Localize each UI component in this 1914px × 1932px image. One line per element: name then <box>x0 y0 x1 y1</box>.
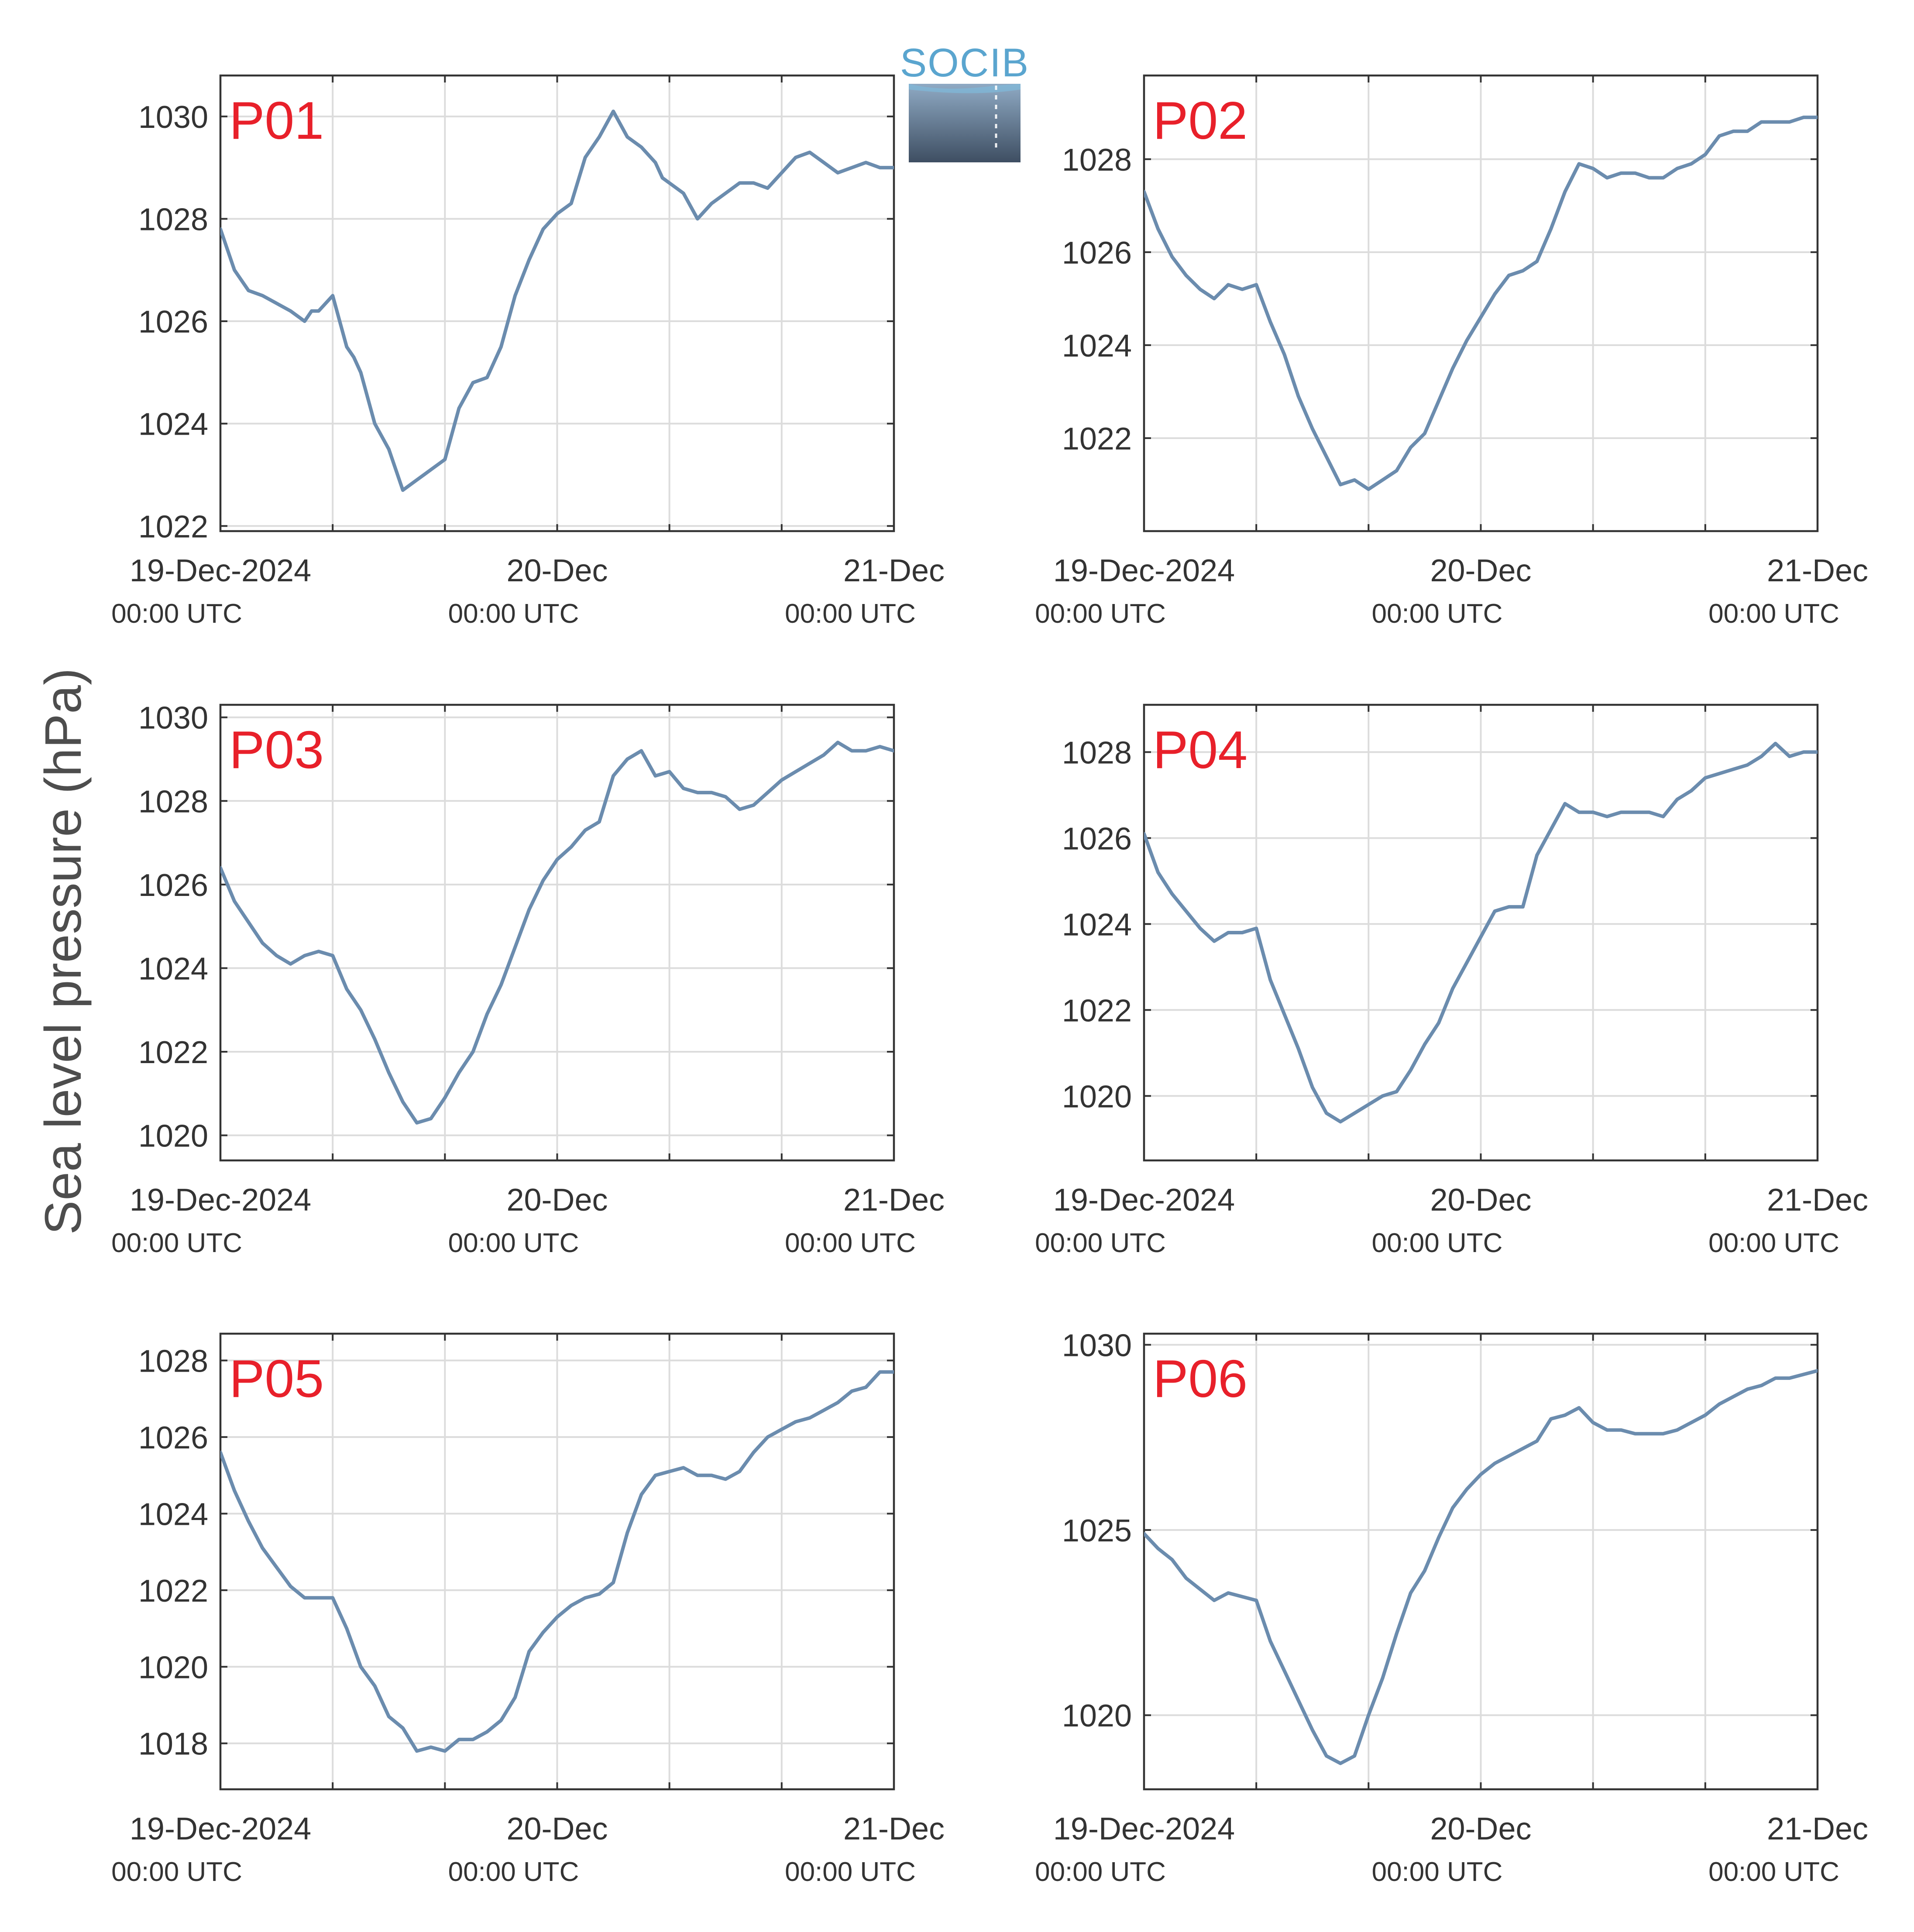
y-tick-label: 1022 <box>138 1574 208 1609</box>
x-tick-date-label: 21-Dec <box>843 553 945 588</box>
x-tick-date-label: 21-Dec <box>1767 1812 1868 1846</box>
series-line <box>1144 741 1818 1124</box>
y-tick-label: 1026 <box>138 868 208 903</box>
y-tick-label: 1020 <box>1062 1079 1132 1114</box>
chart-panel-5: 1018 1020 1022 1024 1026 1028 19-Dec-2024 00:00… <box>111 1332 945 1887</box>
logo-text: SOCIB <box>900 41 1029 85</box>
chart-panel-3: 1020 1022 1024 1026 1028 1030 19-Dec-2024 00:00… <box>111 701 945 1258</box>
x-tick-time-label: 00:00 UTC <box>448 599 579 629</box>
series-line <box>220 110 894 492</box>
x-tick-time-label: 00:00 UTC <box>448 1228 579 1258</box>
logo-wave <box>909 84 1021 93</box>
y-tick-label: 1030 <box>138 701 208 736</box>
y-tick-label: 1028 <box>138 784 208 819</box>
x-tick-date-label: 20-Dec <box>1430 553 1531 588</box>
y-tick-label: 1026 <box>1062 236 1132 271</box>
x-tick-time-label: 00:00 UTC <box>1372 599 1503 629</box>
x-tick-date-label: 20-Dec <box>1430 1812 1531 1846</box>
panel-label: P04 <box>1153 720 1247 779</box>
y-tick-label: 1028 <box>1062 735 1132 770</box>
y-tick-label: 1026 <box>138 305 208 340</box>
x-tick-date-label: 21-Dec <box>1767 553 1868 588</box>
x-tick-time-label: 00:00 UTC <box>1035 1857 1166 1887</box>
y-tick-label: 1022 <box>1062 422 1132 456</box>
panel-label: P05 <box>229 1349 324 1408</box>
socib-logo: SOCIB <box>900 41 1029 162</box>
y-tick-label: 1022 <box>138 509 208 544</box>
chart-panel-6: 1020 1025 1030 19-Dec-2024 00:00 UTC 20-Dec 00… <box>1035 1328 1868 1887</box>
chart-panel-4: 1020 1022 1024 1026 1028 19-Dec-2024 00:00 UTC… <box>1035 703 1868 1258</box>
x-tick-time-label: 00:00 UTC <box>448 1857 579 1887</box>
x-tick-date-label: 20-Dec <box>506 1812 608 1846</box>
x-tick-time-label: 00:00 UTC <box>111 1857 242 1887</box>
x-tick-time-label: 00:00 UTC <box>1035 1228 1166 1258</box>
y-tick-label: 1022 <box>1062 993 1132 1028</box>
y-axis-label: Sea level pressure (hPa) <box>34 668 92 1235</box>
y-tick-label: 1024 <box>1062 329 1132 364</box>
series-line <box>220 1370 894 1753</box>
y-tick-label: 1028 <box>138 1344 208 1379</box>
y-tick-label: 1024 <box>138 407 208 442</box>
panel-label: P02 <box>1153 91 1247 150</box>
x-tick-time-label: 00:00 UTC <box>1708 599 1839 629</box>
x-tick-date-label: 19-Dec-2024 <box>130 1183 311 1218</box>
y-tick-label: 1026 <box>1062 821 1132 856</box>
series-line <box>1144 115 1818 491</box>
y-tick-label: 1022 <box>138 1035 208 1070</box>
panels: 1022 1024 1026 1028 1030 19-Dec-2024 00:00 UTC… <box>111 74 1868 1887</box>
x-tick-time-label: 00:00 UTC <box>1372 1228 1503 1258</box>
panel-label: P03 <box>229 720 324 779</box>
panel-label: P01 <box>229 91 324 150</box>
y-tick-label: 1024 <box>138 1497 208 1532</box>
y-tick-label: 1025 <box>1062 1513 1132 1548</box>
x-tick-time-label: 00:00 UTC <box>1708 1857 1839 1887</box>
y-tick-label: 1018 <box>138 1727 208 1762</box>
x-tick-time-label: 00:00 UTC <box>1035 599 1166 629</box>
logo-gradient-block <box>909 84 1021 162</box>
y-tick-label: 1030 <box>138 100 208 135</box>
x-tick-date-label: 19-Dec-2024 <box>1053 1812 1235 1846</box>
x-tick-time-label: 00:00 UTC <box>111 599 242 629</box>
x-tick-time-label: 00:00 UTC <box>785 1228 916 1258</box>
x-tick-time-label: 00:00 UTC <box>785 599 916 629</box>
series-line <box>1144 1369 1818 1765</box>
y-tick-label: 1026 <box>138 1421 208 1455</box>
x-tick-date-label: 19-Dec-2024 <box>130 553 311 588</box>
y-tick-label: 1024 <box>1062 907 1132 942</box>
x-tick-time-label: 00:00 UTC <box>1372 1857 1503 1887</box>
x-tick-time-label: 00:00 UTC <box>111 1228 242 1258</box>
y-tick-label: 1024 <box>138 951 208 986</box>
y-tick-label: 1020 <box>138 1119 208 1154</box>
x-tick-date-label: 20-Dec <box>506 1183 608 1218</box>
y-tick-label: 1020 <box>138 1650 208 1685</box>
y-tick-label: 1028 <box>138 202 208 237</box>
x-tick-date-label: 20-Dec <box>506 553 608 588</box>
x-tick-date-label: 19-Dec-2024 <box>1053 1183 1235 1218</box>
y-tick-label: 1028 <box>1062 143 1132 178</box>
y-tick-label: 1020 <box>1062 1699 1132 1733</box>
x-tick-date-label: 21-Dec <box>843 1183 945 1218</box>
x-tick-date-label: 21-Dec <box>1767 1183 1868 1218</box>
x-tick-date-label: 21-Dec <box>843 1812 945 1846</box>
series-line <box>220 741 894 1125</box>
panel-label: P06 <box>1153 1349 1247 1408</box>
chart-panel-1: 1022 1024 1026 1028 1030 19-Dec-2024 00:00 UTC… <box>111 74 945 629</box>
x-tick-date-label: 19-Dec-2024 <box>130 1812 311 1846</box>
x-tick-date-label: 19-Dec-2024 <box>1053 553 1235 588</box>
x-tick-time-label: 00:00 UTC <box>785 1857 916 1887</box>
x-tick-time-label: 00:00 UTC <box>1708 1228 1839 1258</box>
x-tick-date-label: 20-Dec <box>1430 1183 1531 1218</box>
chart-panel-2: 1022 1024 1026 1028 19-Dec-2024 00:00 UTC 20-D… <box>1035 74 1868 629</box>
y-tick-label: 1030 <box>1062 1328 1132 1363</box>
